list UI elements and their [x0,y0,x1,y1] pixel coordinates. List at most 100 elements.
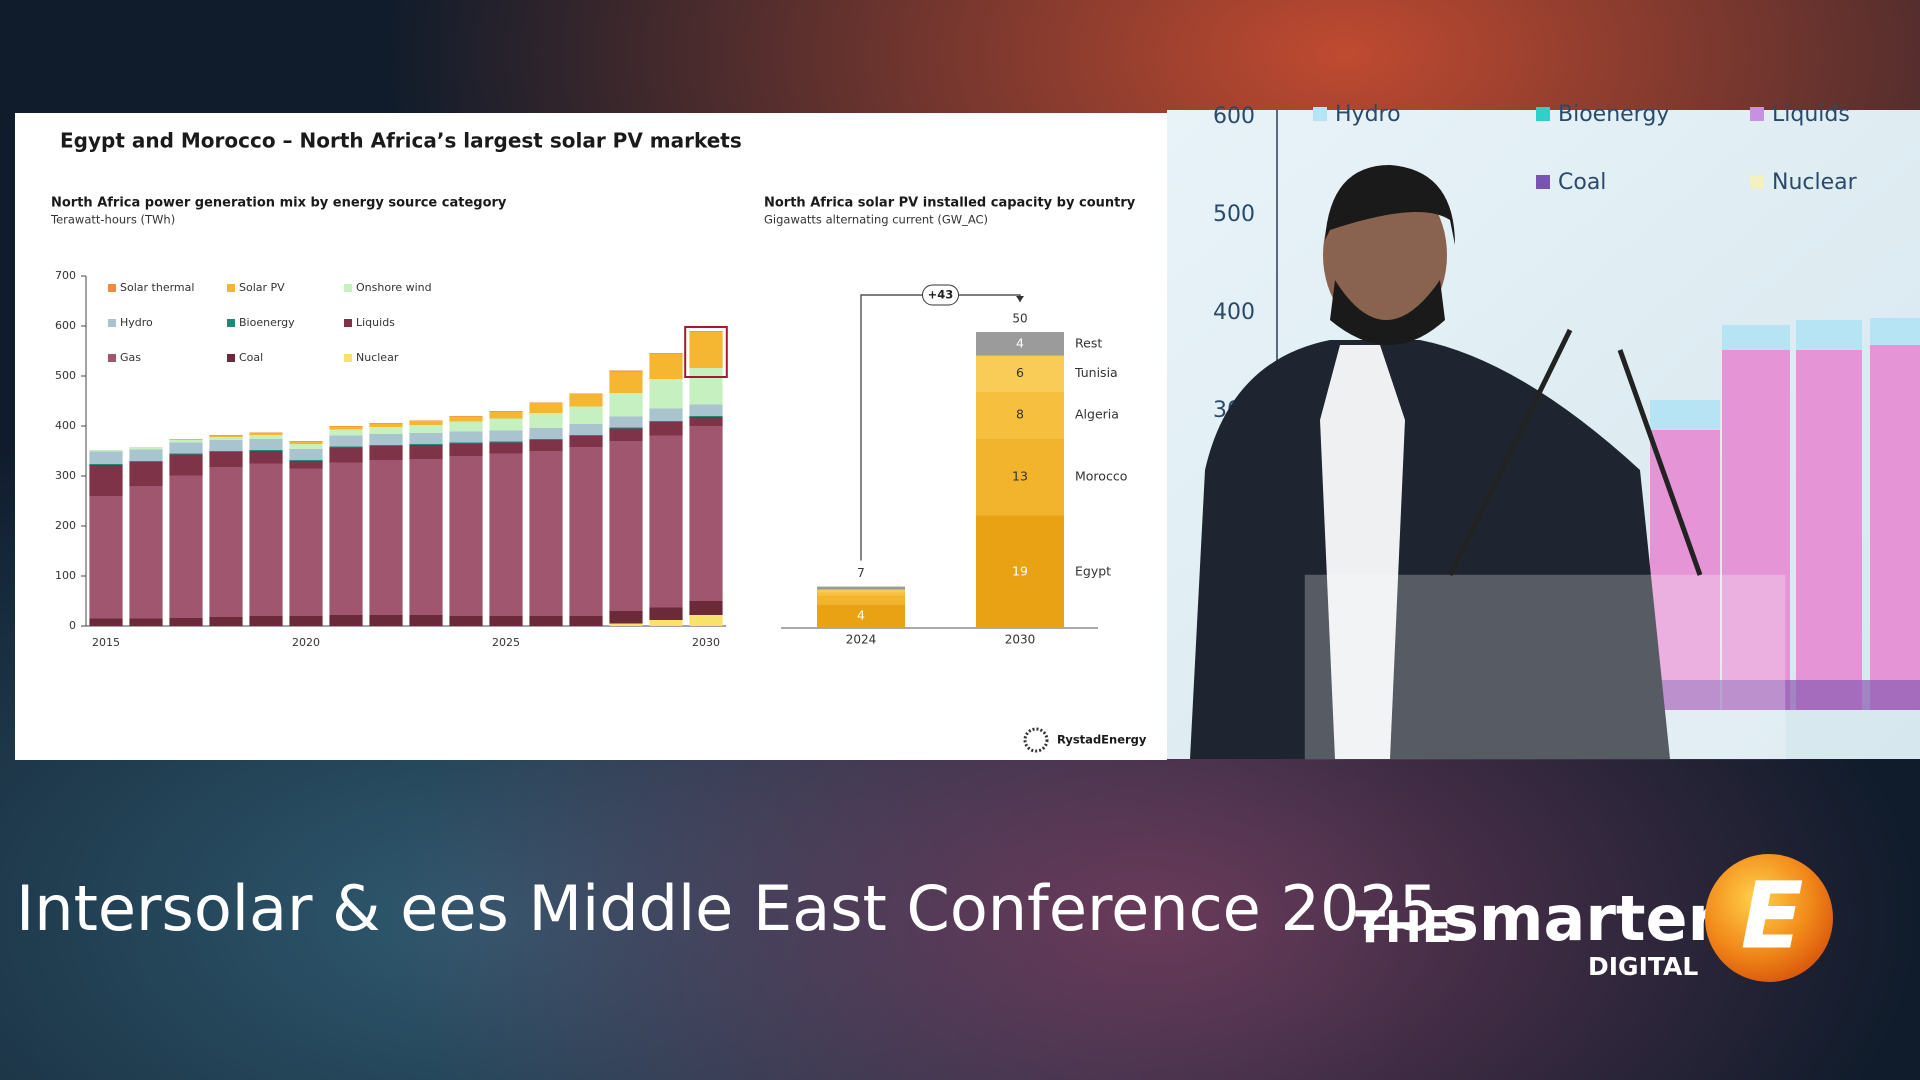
bar-segment [289,449,323,460]
bar-segment [129,461,163,462]
podium [1304,328,1786,760]
bar-segment [689,426,723,601]
bar-segment [649,379,683,409]
screen-legend-label: Liquids [1772,102,1850,127]
y-tick-label: 200 [55,519,76,532]
legend-swatch [344,354,352,362]
bar-segment [209,452,243,467]
bar-segment [976,332,1064,356]
bar-segment [609,623,643,626]
bar-segment [369,423,403,424]
bar-segment [169,618,203,626]
bar-segment [249,432,283,433]
x-tick-label: 2030 [692,636,720,649]
bar-segment [329,429,363,436]
bar-segment [169,454,203,476]
bar-segment [409,433,443,444]
bar-segment [129,447,163,448]
bar-segment [609,370,643,372]
bar-segment [976,438,1064,516]
bar-segment [209,437,243,440]
bar-segment [489,430,523,442]
legend-swatch [108,284,116,292]
legend-label: Gas [120,351,141,364]
bar-segment [817,604,905,628]
total-label: 50 [1012,312,1027,326]
screen-tick-label: 500 [1213,202,1255,227]
bar-segment [689,331,723,368]
logo-text: smarter [1442,882,1719,955]
y-tick-label: 100 [55,569,76,582]
legend-label: Coal [239,351,263,364]
y-tick-label: 500 [55,369,76,382]
bar-segment [209,451,243,452]
bar-segment [249,435,283,439]
video-feed: 6005004003000HydroBioenergyLiquidsCoalNu… [1167,102,1920,760]
bar-segment [449,416,483,422]
bar-segment [817,592,905,596]
bar-segment [449,421,483,432]
bar-segment [329,615,363,626]
bar-segment [89,618,123,626]
bar-segment [329,435,363,447]
bar-segment [529,440,563,451]
legend-label: Hydro [120,316,153,329]
bar-segment [689,331,723,332]
bar-segment [449,416,483,417]
screen-legend-swatch [1750,175,1764,189]
bar-segment [529,428,563,439]
bar-segment [817,595,905,605]
bar-segment [609,393,643,417]
screen-legend-swatch [1313,107,1327,121]
x-tick-label: 2020 [292,636,320,649]
chart: 0 100 200 300 400 500 600 700 2015 2020 2025 2030 Nu… [55,269,728,649]
y-tick-label: 400 [55,419,76,432]
bar-segment [649,607,683,620]
bar-segment [369,460,403,615]
bar-segment [649,421,683,422]
bar-segment [609,416,643,428]
bar-segment [449,443,483,456]
legend-swatch [108,319,116,327]
bar-segment [249,450,283,451]
bar-segment [169,475,203,618]
legend-label: Onshore wind [356,281,432,294]
data-label: 19 [1012,563,1028,578]
bar-segment [249,433,283,435]
bar-segment [289,441,323,444]
chart-subtitle: Terawatt-hours (TWh) [50,213,175,227]
bar-segment [569,393,603,394]
bar-segment [249,463,283,616]
chart-title: North Africa power generation mix by ene… [51,196,507,211]
series-label: Egypt [1075,563,1111,578]
bar-segment [529,439,563,440]
annotation: +43 [928,288,954,302]
bar-segment [249,616,283,626]
bar-segment [209,617,243,626]
legend-swatch [227,284,235,292]
annotation-arrow [1016,296,1024,302]
bar-segment [689,416,723,417]
series-label: Algeria [1075,406,1119,421]
legend-swatch [227,354,235,362]
bar-segment [489,441,523,443]
y-tick-label: 300 [55,469,76,482]
bar-segment [289,616,323,626]
screen-text: 6005004003000HydroBioenergyLiquidsCoalNu… [1213,102,1858,717]
screen-legend-label: Nuclear [1772,170,1858,195]
bar-segment [569,435,603,436]
y-tick-label: 0 [69,619,76,632]
bar-segment [89,464,123,465]
banner-title: Intersolar & ees Middle East Conference … [16,872,1438,945]
bar-segment [369,427,403,434]
footer-text: RystadEnergy [1057,733,1147,747]
legend-swatch [344,284,352,292]
bar-segment [129,486,163,619]
data-label: 6 [1016,365,1024,380]
screen-legend-label: Hydro [1335,102,1401,127]
logo-text: THE [1355,902,1452,953]
legend-swatch [108,354,116,362]
bar-segment [129,448,163,450]
bar-segment [409,615,443,626]
